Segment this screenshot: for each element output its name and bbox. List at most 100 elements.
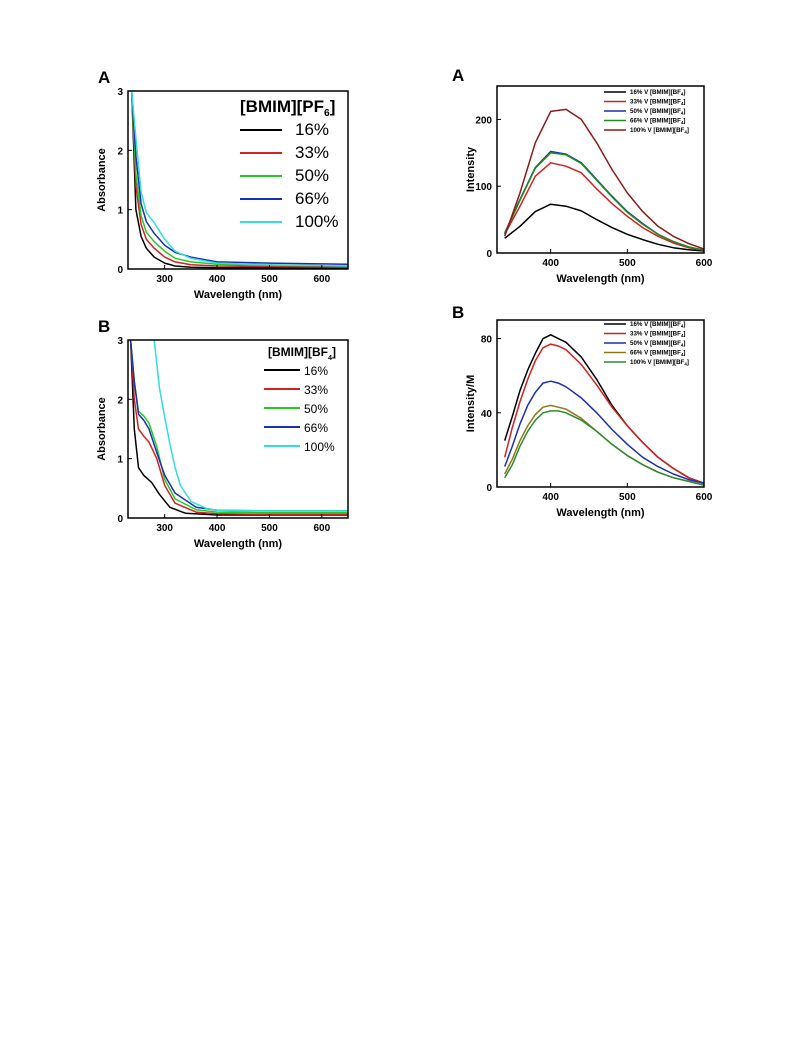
legend-label: 16% bbox=[295, 120, 329, 139]
series-line-2 bbox=[130, 91, 348, 268]
legend-label-close: ] bbox=[687, 127, 689, 134]
x-tick-label: 500 bbox=[261, 274, 278, 285]
legend-title-close: ] bbox=[330, 97, 336, 116]
series-line-3 bbox=[130, 91, 348, 267]
series-line-5 bbox=[130, 91, 348, 267]
legend-title-main: [BMIM][PF bbox=[240, 97, 324, 116]
legend-label-sub: 4 bbox=[684, 130, 687, 135]
y-tick-label: 1 bbox=[117, 206, 123, 217]
plot-frame bbox=[127, 90, 349, 270]
x-axis-title: Wavelength (nm) bbox=[194, 289, 283, 301]
legend-title-sub: 6 bbox=[324, 108, 330, 119]
series-line-3 bbox=[503, 380, 704, 485]
chart-panel-fl-a: A 400 500 600 0 100 200 Wavelength (nm) Intensit… bbox=[452, 66, 713, 285]
legend-label-close: ] bbox=[683, 108, 685, 115]
plot-frame bbox=[496, 319, 705, 488]
y-tick-label: 0 bbox=[117, 514, 123, 525]
x-axis-title: Wavelength (nm) bbox=[556, 273, 645, 285]
legend: [BMIM][PF6]16% 33% 50% 66% 100% bbox=[240, 97, 338, 231]
legend: 16% V [BMIM][BF4]33% V [BMIM][BF4]50% V … bbox=[604, 89, 689, 135]
legend-label-sub: 4 bbox=[681, 101, 684, 106]
x-axis-title: Wavelength (nm) bbox=[194, 538, 283, 550]
series-line-4 bbox=[504, 152, 704, 252]
legend-label-close: ] bbox=[683, 331, 685, 338]
plot-frame bbox=[127, 339, 349, 519]
legend-label: 50% bbox=[304, 402, 328, 416]
legend-label-close: ] bbox=[687, 359, 689, 366]
legend-label: 16% V [BMIM][BF4] bbox=[630, 321, 685, 329]
y-tick-label: 0 bbox=[117, 265, 123, 276]
legend: 16% V [BMIM][BF4]33% V [BMIM][BF4]50% V … bbox=[604, 321, 689, 367]
x-axis-title: Wavelength (nm) bbox=[556, 507, 645, 519]
legend-label-sub: 4 bbox=[681, 343, 684, 348]
series-group bbox=[503, 108, 704, 252]
legend-label: 100% V [BMIM][BF4] bbox=[630, 359, 689, 367]
legend-label: 66% bbox=[295, 189, 329, 208]
series-line-4 bbox=[504, 404, 704, 486]
legend-label: 33% V [BMIM][BF4] bbox=[630, 99, 685, 107]
x-tick-label: 600 bbox=[696, 258, 713, 269]
legend-label-sub: 4 bbox=[684, 362, 687, 367]
series-line-3 bbox=[504, 150, 704, 252]
y-axis-title: Absorbance bbox=[96, 397, 108, 461]
legend-label-sub: 4 bbox=[681, 333, 684, 338]
legend-label: 33% bbox=[304, 383, 328, 397]
x-tick-label: 400 bbox=[209, 523, 226, 534]
plot-frame bbox=[496, 85, 705, 254]
panel-letter: B bbox=[452, 303, 464, 322]
chart-panel-abs-pf6: A 300 400 500 600 0 1 2 3 Wavelength (nm) Absorban… bbox=[96, 68, 349, 301]
legend-label-sub: 4 bbox=[681, 324, 684, 329]
legend-label-close: ] bbox=[683, 340, 685, 347]
x-tick-label: 600 bbox=[313, 523, 330, 534]
series-line-1 bbox=[504, 203, 704, 252]
series-line-4 bbox=[130, 91, 348, 266]
panel-letter: A bbox=[98, 68, 110, 87]
legend-label: 50% V [BMIM][BF4] bbox=[630, 340, 685, 348]
x-tick-label: 400 bbox=[542, 258, 559, 269]
legend-title-close: ] bbox=[332, 345, 336, 359]
y-axis-title: Absorbance bbox=[96, 148, 108, 212]
legend-label-main: 100% V [BMIM][BF bbox=[630, 127, 685, 134]
x-tick-label: 600 bbox=[696, 492, 713, 503]
series-line-5 bbox=[503, 108, 704, 250]
legend-label: 66% V [BMIM][BF4] bbox=[630, 350, 685, 358]
legend-label-main: 16% V [BMIM][BF bbox=[630, 89, 681, 96]
legend-label: 66% V [BMIM][BF4] bbox=[630, 118, 685, 126]
y-tick-label: 80 bbox=[481, 335, 493, 346]
legend-label-sub: 4 bbox=[681, 111, 684, 116]
legend-label-close: ] bbox=[683, 350, 685, 357]
legend-label-main: 33% V [BMIM][BF bbox=[630, 99, 681, 106]
chart-panel-abs-bf4: B 300 400 500 600 0 1 2 3 Wavelength (nm) Absorban… bbox=[96, 317, 349, 550]
legend-label: 100% bbox=[295, 212, 338, 231]
x-tick-label: 500 bbox=[619, 258, 636, 269]
series-group bbox=[130, 91, 348, 269]
legend-label: 100% bbox=[304, 440, 335, 454]
legend-label: 66% bbox=[304, 421, 328, 435]
legend-label-close: ] bbox=[683, 321, 685, 328]
series-line-5 bbox=[504, 410, 704, 486]
y-tick-label: 200 bbox=[475, 115, 492, 126]
y-tick-label: 40 bbox=[481, 409, 493, 420]
y-tick-label: 0 bbox=[486, 249, 492, 260]
x-tick-label: 600 bbox=[313, 274, 330, 285]
legend-title-sub: 4 bbox=[328, 353, 332, 362]
legend-title: [BMIM][PF6] bbox=[240, 97, 335, 119]
legend-label-main: 66% V [BMIM][BF bbox=[630, 350, 681, 357]
legend-title: [BMIM][BF4] bbox=[268, 345, 336, 362]
legend-label-close: ] bbox=[683, 99, 685, 106]
y-axis-title: Intensity bbox=[465, 146, 477, 192]
legend-label-sub: 4 bbox=[681, 352, 684, 357]
x-tick-label: 300 bbox=[156, 274, 173, 285]
series-group bbox=[129, 340, 348, 516]
legend-label-close: ] bbox=[683, 118, 685, 125]
legend-label: 33% bbox=[295, 143, 329, 162]
legend-label: 16% bbox=[304, 364, 328, 378]
legend-label-main: 50% V [BMIM][BF bbox=[630, 340, 681, 347]
legend-label-sub: 4 bbox=[681, 120, 684, 125]
series-group bbox=[503, 334, 704, 486]
panel-letter: B bbox=[98, 317, 110, 336]
panel-letter: A bbox=[452, 66, 464, 85]
x-tick-label: 300 bbox=[156, 523, 173, 534]
legend-label: 100% V [BMIM][BF4] bbox=[630, 127, 689, 135]
